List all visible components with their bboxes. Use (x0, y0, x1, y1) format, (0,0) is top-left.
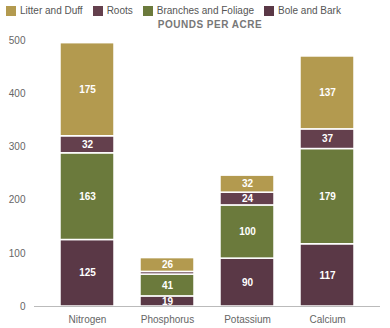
html-text:Litter and Duff: Litter and Duff (20, 5, 83, 16)
html-text:Roots: Roots (106, 5, 133, 16)
svg-text:117: 117 (319, 270, 336, 281)
svg-text:24: 24 (242, 193, 254, 204)
svg-text:32: 32 (82, 139, 94, 150)
html-text:Branches and Foliage: Branches and Foliage (156, 5, 255, 16)
svg-text:163: 163 (79, 191, 96, 202)
svg-text:41: 41 (162, 280, 174, 291)
svg-text:Phosphorus: Phosphorus (141, 314, 194, 325)
svg-text:100: 100 (9, 248, 26, 259)
svg-text:100: 100 (239, 226, 256, 237)
html-text:Bole and Bark: Bole and Bark (278, 5, 341, 16)
svg-text:Potassium: Potassium (224, 314, 271, 325)
svg-text:125: 125 (79, 267, 96, 278)
svg-text:400: 400 (9, 88, 26, 99)
html-text:POUNDS PER ACRE: POUNDS PER ACRE (157, 19, 263, 30)
svg-text:Nitrogen: Nitrogen (69, 314, 107, 325)
svg-text:137: 137 (319, 87, 336, 98)
svg-text:37: 37 (322, 133, 334, 144)
svg-text:26: 26 (162, 259, 174, 270)
svg-text:0: 0 (20, 301, 26, 312)
svg-text:200: 200 (9, 194, 26, 205)
svg-text:19: 19 (162, 296, 174, 307)
svg-text:175: 175 (79, 84, 96, 95)
svg-text:32: 32 (242, 178, 254, 189)
svg-text:179: 179 (319, 191, 336, 202)
svg-text:500: 500 (9, 35, 26, 46)
svg-text:90: 90 (242, 277, 254, 288)
svg-text:300: 300 (9, 141, 26, 152)
svg-text:Calcium: Calcium (309, 314, 345, 325)
